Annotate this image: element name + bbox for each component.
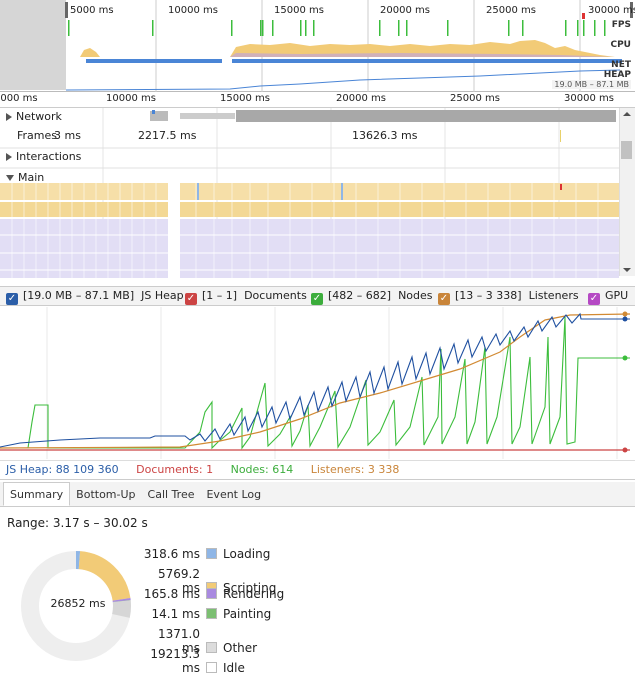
js-heap-value: JS Heap: 88 109 360 <box>6 463 119 476</box>
counter-range: [482 – 682] <box>328 289 391 302</box>
track-interactions[interactable]: Interactions <box>0 149 619 170</box>
expand-triangle-icon[interactable] <box>6 113 12 121</box>
tracks-scrollbar-thumb[interactable] <box>621 141 632 159</box>
frame-time[interactable]: 3 ms <box>54 129 81 142</box>
tab-event-log[interactable]: Event Log <box>200 483 267 505</box>
counter-label: Nodes <box>398 289 432 302</box>
counter-gpu[interactable]: ✓ GPU <box>588 289 628 305</box>
detail-ruler: 5000 ms 10000 ms 15000 ms 20000 ms 25000… <box>0 92 635 108</box>
heap-range-label: 19.0 MB – 87.1 MB <box>552 80 631 89</box>
tab-summary[interactable]: Summary <box>3 482 70 506</box>
counter-values-legend: JS Heap: 88 109 360 Documents: 1 Nodes: … <box>0 460 635 480</box>
net-bar <box>86 59 222 63</box>
heap-label: HEAP <box>604 70 631 80</box>
scroll-up-icon[interactable] <box>622 110 632 118</box>
track-frames[interactable]: Frames <box>0 129 619 150</box>
tracks-scrollbar[interactable] <box>619 108 635 276</box>
overview-graphs <box>0 0 635 92</box>
counters-toolbar: ✓ [19.0 MB – 87.1 MB] JS Heap ✓ [1 – 1] Do… <box>0 286 635 306</box>
counter-js-heap[interactable]: ✓ [19.0 MB – 87.1 MB] JS Heap <box>6 289 184 305</box>
ruler-tick: 30000 ms <box>564 93 614 104</box>
frame-time[interactable]: 2217.5 ms <box>138 129 196 142</box>
track-label: Frames <box>17 129 57 142</box>
ruler-tick: 25000 ms <box>450 93 500 104</box>
painting-swatch <box>206 608 217 619</box>
summary-ms: 318.6 ms <box>140 547 200 561</box>
counter-range: [1 – 1] <box>202 289 237 302</box>
summary-row-painting: 14.1 ms Painting <box>140 607 340 627</box>
heap-line <box>66 70 620 90</box>
counter-label: Documents <box>244 289 307 302</box>
summary-row-rendering: 165.8 ms Rendering <box>140 587 340 607</box>
counter-range: [13 – 3 338] <box>455 289 522 302</box>
counter-documents[interactable]: ✓ [1 – 1] Documents <box>185 289 307 305</box>
nodes-line <box>0 317 630 448</box>
counter-nodes[interactable]: ✓ [482 – 682] Nodes <box>311 289 433 305</box>
counter-label: Listeners <box>529 289 579 302</box>
checkbox-checked-icon[interactable]: ✓ <box>311 293 323 305</box>
summary-label: Painting <box>223 607 271 621</box>
track-label: Main <box>18 171 44 184</box>
net-label: NET <box>611 60 631 70</box>
summary-total: 26852 ms <box>38 597 118 610</box>
scripting-slice <box>79 560 121 599</box>
counter-listeners[interactable]: ✓ [13 – 3 338] Listeners <box>438 289 579 305</box>
summary-ms: 14.1 ms <box>140 607 200 621</box>
summary-label: Loading <box>223 547 270 561</box>
track-label: Network <box>16 110 62 123</box>
track-label: Interactions <box>16 150 81 163</box>
nodes-value: Nodes: 614 <box>231 463 294 476</box>
ruler-tick: 20000 ms <box>336 93 386 104</box>
fps-bars <box>68 20 606 36</box>
summary-range: Range: 3.17 s – 30.02 s <box>7 516 148 530</box>
track-main[interactable]: Main <box>0 170 619 191</box>
ruler-tick: 5000 ms <box>0 93 38 104</box>
rendering-swatch <box>206 588 217 599</box>
counters-graph[interactable] <box>0 307 635 459</box>
summary-ms: 19213.3 ms <box>140 647 200 675</box>
loading-swatch <box>206 548 217 559</box>
checkbox-checked-icon[interactable]: ✓ <box>185 293 197 305</box>
timeline-overview[interactable]: 5000 ms 10000 ms 15000 ms 20000 ms 25000… <box>0 0 635 92</box>
ruler-tick: 15000 ms <box>220 93 270 104</box>
js-heap-line <box>0 314 630 447</box>
summary-row-loading: 318.6 ms Loading <box>140 547 340 567</box>
counter-label: JS Heap <box>141 289 184 302</box>
scroll-down-icon[interactable] <box>622 266 632 274</box>
documents-value: Documents: 1 <box>136 463 213 476</box>
ruler-tick: 10000 ms <box>106 93 156 104</box>
fps-label: FPS <box>612 20 631 30</box>
listeners-line <box>0 314 630 448</box>
checkbox-checked-icon[interactable]: ✓ <box>588 293 600 305</box>
frame-time[interactable]: 13626.3 ms <box>352 129 417 142</box>
tab-call-tree[interactable]: Call Tree <box>142 483 201 505</box>
cpu-label: CPU <box>610 40 631 50</box>
summary-ms: 165.8 ms <box>140 587 200 601</box>
listeners-value: Listeners: 3 338 <box>311 463 400 476</box>
tab-bottom-up[interactable]: Bottom-Up <box>70 483 141 505</box>
collapse-triangle-icon[interactable] <box>6 175 14 181</box>
cpu-area <box>80 48 100 57</box>
counter-range: [19.0 MB – 87.1 MB] <box>23 289 134 302</box>
counter-label: GPU <box>605 289 628 302</box>
summary-label: Idle <box>223 661 245 675</box>
checkbox-checked-icon[interactable]: ✓ <box>6 293 18 305</box>
checkbox-checked-icon[interactable]: ✓ <box>438 293 450 305</box>
track-network[interactable]: Network <box>0 108 619 129</box>
summary-label: Rendering <box>223 587 284 601</box>
expand-triangle-icon[interactable] <box>6 153 12 161</box>
other-slice <box>121 601 122 616</box>
